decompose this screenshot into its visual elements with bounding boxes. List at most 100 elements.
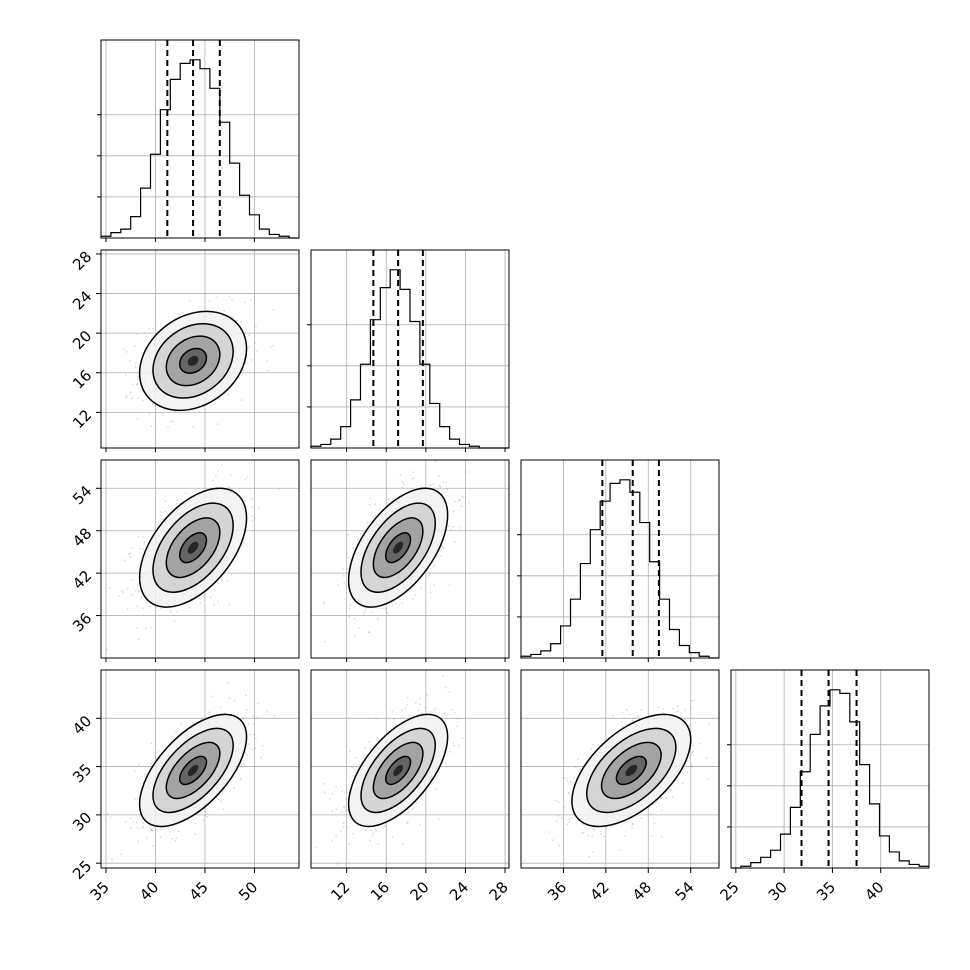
sample-point (407, 811, 410, 814)
sample-point (343, 805, 345, 808)
sample-point (213, 603, 216, 606)
xtick-label-0: 36 (544, 878, 570, 904)
sample-point (412, 471, 414, 474)
sample-point (240, 320, 243, 323)
xtick-label-1: 40 (136, 878, 162, 904)
sample-point (417, 713, 419, 716)
sample-point (249, 299, 252, 301)
sample-point (222, 808, 225, 811)
sample-point (124, 820, 127, 823)
sample-point (345, 809, 348, 812)
sample-point (603, 835, 605, 838)
sample-point (446, 488, 449, 491)
sample-point (688, 724, 691, 727)
sample-point (124, 374, 127, 377)
sample-point (662, 712, 664, 714)
sample-point (169, 610, 172, 613)
sample-point (660, 836, 663, 838)
sample-point (377, 617, 379, 620)
sample-point (655, 801, 658, 804)
contour-3 (178, 755, 208, 786)
sample-point (152, 844, 155, 847)
sample-point (436, 777, 439, 780)
sample-point (120, 589, 123, 592)
sample-point (669, 788, 672, 791)
sample-point (577, 758, 580, 761)
sample-point (188, 299, 191, 302)
sample-point (453, 540, 456, 543)
sample-point (129, 817, 132, 820)
sample-point (418, 824, 421, 827)
sample-point (721, 714, 723, 716)
sample-point (354, 635, 356, 638)
sample-point (181, 311, 184, 314)
sample-point (161, 745, 164, 748)
sample-point (458, 499, 461, 502)
sample-point (266, 369, 269, 372)
sample-point (210, 695, 213, 698)
xtick-label-0: 12 (327, 878, 353, 904)
sample-point (453, 711, 456, 714)
sample-point (442, 547, 445, 549)
sample-point (590, 748, 593, 750)
sample-point (450, 529, 452, 532)
sample-point (228, 697, 231, 700)
panel-3-1: 12 16 20 24 28 (310, 669, 512, 904)
sample-point (134, 770, 136, 773)
sample-point (270, 346, 272, 349)
sample-point (251, 715, 254, 718)
sample-point (184, 491, 187, 494)
sample-point (150, 762, 153, 765)
contour-0 (347, 713, 449, 828)
sample-point (152, 334, 155, 337)
sample-point (352, 774, 355, 777)
sample-point (455, 725, 458, 728)
sample-point (131, 397, 133, 400)
sample-point (372, 832, 374, 835)
sample-point (177, 830, 180, 833)
contour-0 (347, 487, 449, 608)
sample-point (180, 723, 183, 726)
sample-point (252, 530, 255, 532)
sample-point (253, 733, 255, 736)
sample-point (162, 414, 165, 416)
sample-point (657, 706, 660, 709)
sample-point (394, 603, 397, 606)
sample-point (151, 327, 154, 330)
sample-point (142, 825, 145, 828)
sample-point (551, 839, 554, 842)
sample-point (640, 817, 643, 820)
ytick-label-4: 28 (69, 248, 95, 274)
sample-point (434, 707, 437, 710)
sample-point (150, 827, 153, 830)
sample-point (339, 830, 342, 833)
sample-point (347, 563, 350, 565)
sample-point (557, 814, 560, 817)
sample-point (129, 552, 131, 555)
contour-3 (178, 347, 208, 375)
sample-point (335, 785, 337, 788)
sample-point (555, 820, 558, 823)
ytick-label-3: 40 (69, 712, 95, 738)
sample-point (136, 584, 139, 587)
sample-point (150, 425, 153, 428)
sample-point (468, 501, 471, 504)
sample-point (650, 813, 653, 815)
ytick-label-1: 16 (69, 366, 95, 392)
sample-point (257, 507, 260, 510)
sample-point (456, 717, 459, 720)
contour-1 (360, 502, 436, 593)
sample-point (420, 587, 423, 590)
sample-point (216, 600, 219, 603)
sample-point (323, 601, 325, 604)
sample-point (568, 820, 571, 823)
density-3-1 (314, 675, 464, 865)
sample-point (129, 593, 132, 596)
contour-1 (360, 727, 436, 814)
sample-point (157, 750, 160, 752)
sample-point (387, 498, 390, 500)
sample-point (106, 812, 109, 815)
sample-point (596, 744, 599, 747)
panel-frame (100, 249, 300, 449)
sample-point (244, 495, 247, 498)
